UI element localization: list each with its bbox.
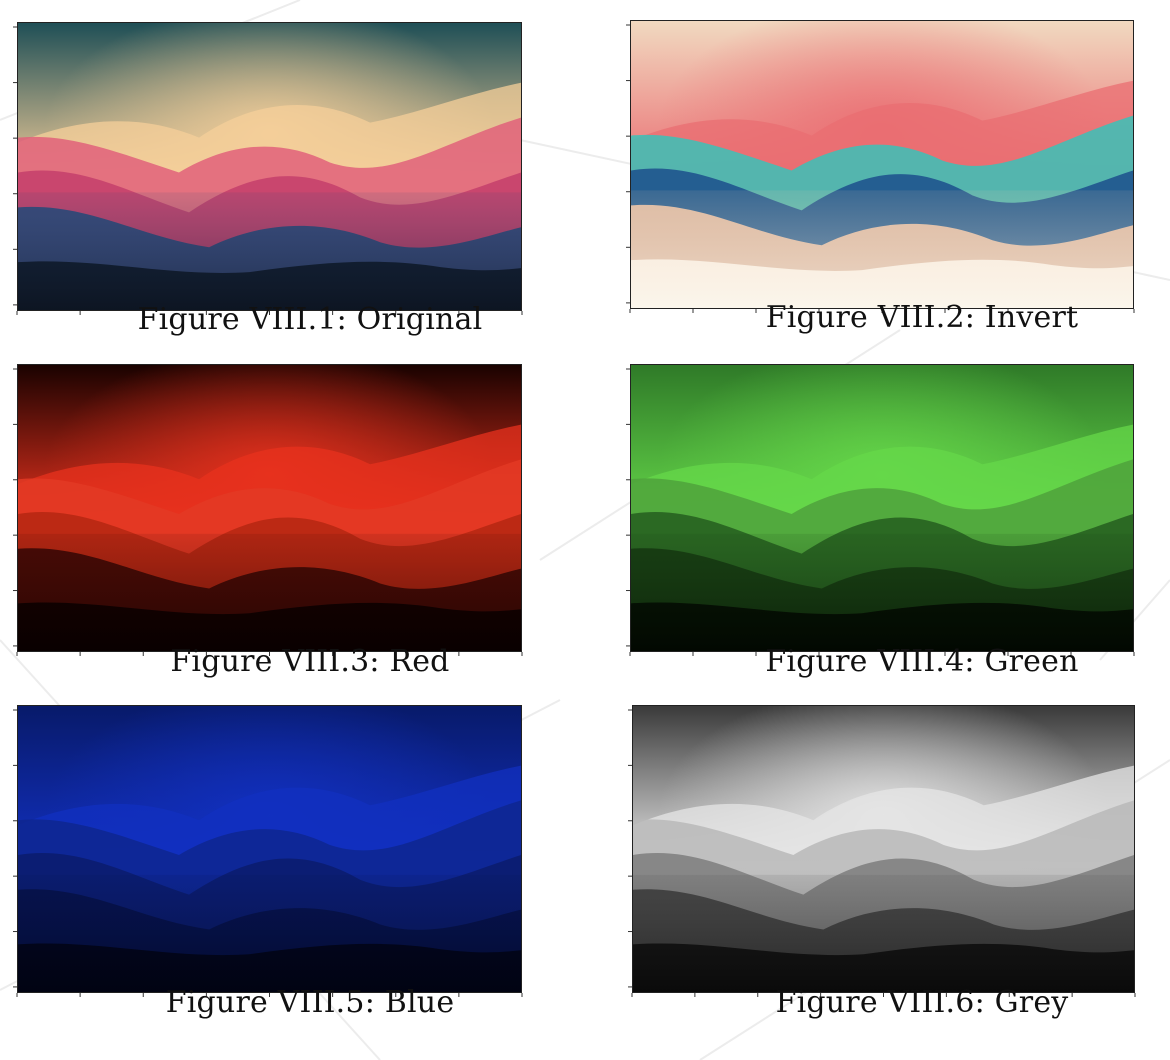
landscape-image-blue (17, 705, 522, 993)
landscape-image-original (17, 22, 522, 311)
figure-caption: Figure VIII.6: Grey (775, 985, 1069, 1020)
figure-caption: Figure VIII.1: Original (137, 302, 483, 337)
figure-caption: Figure VIII.3: Red (170, 644, 450, 679)
figure-caption: Figure VIII.2: Invert (765, 300, 1079, 335)
landscape-image-grey (632, 705, 1135, 993)
landscape-image-invert (630, 20, 1134, 309)
figure-caption: Figure VIII.4: Green (765, 644, 1079, 679)
landscape-image-green (630, 364, 1134, 652)
landscape-image-red (17, 364, 522, 652)
figure-caption: Figure VIII.5: Blue (165, 985, 455, 1020)
